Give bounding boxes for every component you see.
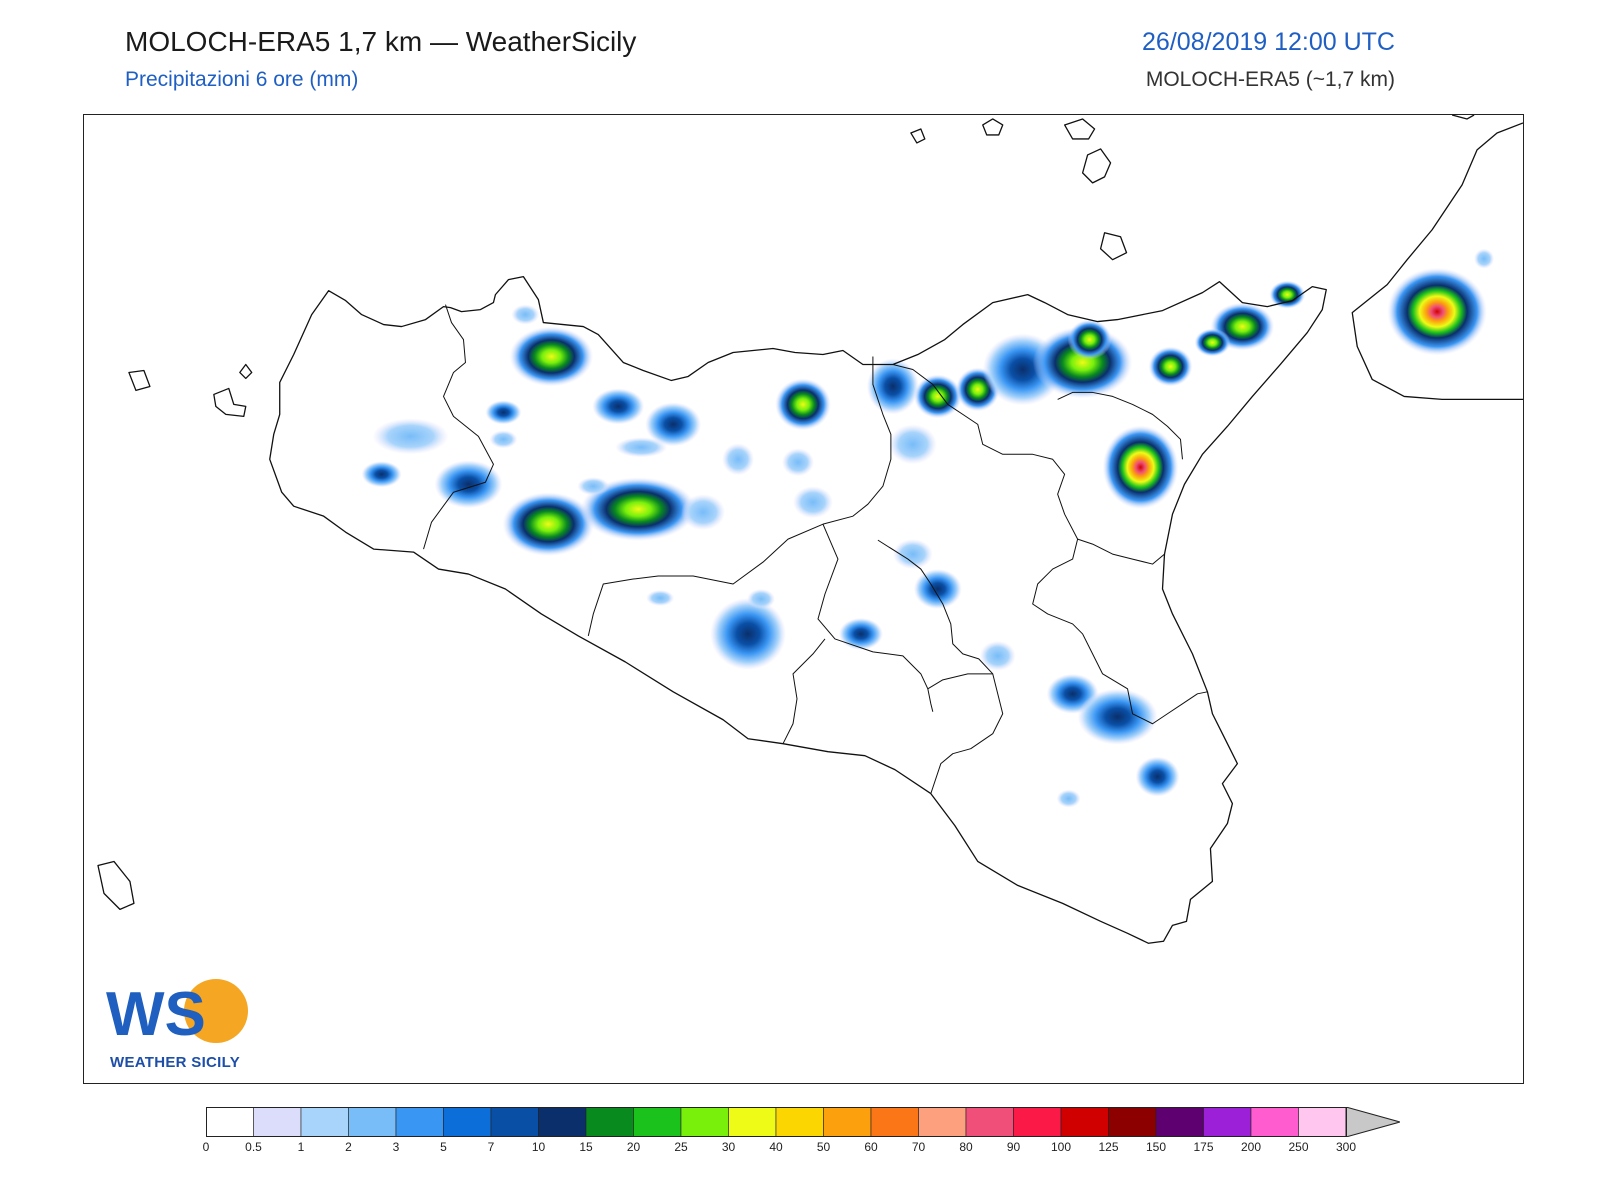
colorbar-tick-label: 300	[1335, 1140, 1357, 1154]
colorbar-segment	[395, 1107, 444, 1137]
colorbar-tick-label: 0.5	[245, 1140, 262, 1154]
colorbar-segment	[253, 1107, 302, 1137]
colorbar-tick-label: 70	[911, 1140, 926, 1154]
colorbar-tick-label: 0	[202, 1140, 210, 1154]
colorbar-segment	[538, 1107, 587, 1137]
model-label: MOLOCH-ERA5 (~1,7 km)	[1145, 68, 1395, 91]
colorbar-segment	[490, 1107, 539, 1137]
colorbar-tick-label: 15	[579, 1140, 593, 1154]
colorbar-segment	[585, 1107, 634, 1137]
colorbar-segment	[1060, 1107, 1109, 1137]
colorbar-segment	[1203, 1107, 1252, 1137]
colorbar-segment	[680, 1107, 729, 1137]
colorbar-segment	[1298, 1107, 1347, 1137]
colorbar-tick-label: 90	[1006, 1140, 1021, 1154]
colorbar-segment	[633, 1107, 682, 1137]
colorbar-tick-label: 100	[1050, 1140, 1072, 1154]
province-borders	[423, 304, 1208, 794]
colorbar-segment	[728, 1107, 777, 1137]
colorbar-outline	[206, 1107, 1347, 1137]
colorbar-tick-label: 3	[392, 1140, 400, 1154]
colorbar-tick-label: 150	[1145, 1140, 1167, 1154]
colorbar-tick-label: 125	[1098, 1140, 1119, 1154]
map-title: MOLOCH-ERA5 1,7 km — WeatherSicily	[125, 26, 637, 57]
colorbar-segment	[1250, 1107, 1299, 1137]
colorbar-segment	[1013, 1107, 1062, 1137]
map-panel: WS WEATHER SICILY	[83, 114, 1524, 1084]
colorbar-tick-label: 250	[1288, 1140, 1309, 1154]
colorbar-labels: 0 0.5 1 2 3 5 7 10 15 20 25 30 40 50 60 70 80 90 100 125 150…	[202, 1140, 1356, 1160]
colorbar-tick-label: 80	[959, 1140, 973, 1154]
precipitation-map	[97, 115, 1523, 944]
precipitation-colorbar	[206, 1107, 1400, 1137]
colorbar-segment	[300, 1107, 349, 1137]
colorbar-tick-label: 175	[1193, 1140, 1214, 1154]
colorbar-segments	[206, 1107, 1347, 1137]
colorbar-segment	[918, 1107, 967, 1137]
colorbar-tick-label: 20	[626, 1140, 641, 1154]
precipitation-cells	[361, 248, 1495, 808]
weather-sicily-logo: WS	[106, 979, 248, 1049]
colorbar-tick-label: 5	[440, 1140, 447, 1154]
colorbar-tick-label: 40	[769, 1140, 783, 1154]
svg-text:WS: WS	[106, 980, 206, 1049]
colorbar-tick-label: 1	[297, 1140, 305, 1154]
colorbar-segment	[443, 1107, 492, 1137]
colorbar-tick-label: 7	[487, 1140, 495, 1154]
colorbar-segment	[1108, 1107, 1157, 1137]
colorbar-segment	[965, 1107, 1014, 1137]
valid-datetime: 26/08/2019 12:00 UTC	[1142, 28, 1395, 56]
colorbar-tick-label: 2	[345, 1140, 352, 1154]
colorbar-segment	[206, 1107, 254, 1137]
colorbar-extend-arrow	[1345, 1107, 1400, 1137]
map-subtitle: Precipitazioni 6 ore (mm)	[125, 68, 359, 91]
colorbar-tick-label: 50	[816, 1140, 831, 1154]
colorbar-tick-label: 200	[1240, 1140, 1262, 1154]
colorbar-tick-label: 30	[721, 1140, 736, 1154]
colorbar-tick-label: 10	[531, 1140, 546, 1154]
colorbar-segment	[823, 1107, 872, 1137]
logo-name: WEATHER SICILY	[110, 1054, 241, 1071]
colorbar-segment	[870, 1107, 919, 1137]
colorbar-tick-label: 60	[864, 1140, 878, 1154]
colorbar-segment	[775, 1107, 824, 1137]
colorbar-segment	[1155, 1107, 1204, 1137]
colorbar-segment	[348, 1107, 397, 1137]
colorbar-tick-label: 25	[674, 1140, 688, 1154]
